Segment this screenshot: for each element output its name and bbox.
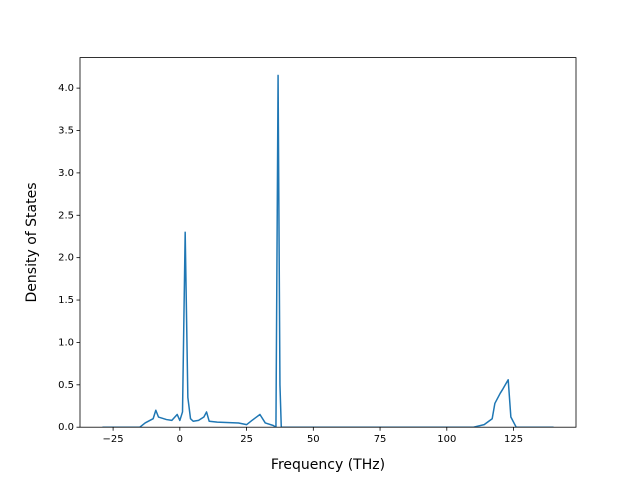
y-tick-label: 2.5 xyxy=(58,210,74,221)
y-tick-label: 3.0 xyxy=(58,168,74,179)
x-tick-label: 25 xyxy=(240,434,253,445)
plot-frame xyxy=(79,57,577,428)
y-tick-label: 1.5 xyxy=(58,295,74,306)
x-tick-label: −25 xyxy=(103,434,124,445)
x-tick-label: 75 xyxy=(374,434,387,445)
x-tick-label: 50 xyxy=(307,434,320,445)
y-tick-label: 1.0 xyxy=(58,337,74,348)
x-tick-label: 100 xyxy=(437,434,456,445)
y-tick-label: 0.0 xyxy=(58,422,74,433)
y-tick-label: 0.5 xyxy=(58,380,74,391)
y-tick-label: 3.5 xyxy=(58,126,74,137)
y-tick-label: 2.0 xyxy=(58,253,74,264)
y-axis-label: Density of States xyxy=(24,183,40,303)
x-tick-label: 125 xyxy=(504,434,523,445)
y-tick-label: 4.0 xyxy=(58,83,74,94)
x-axis-label: Frequency (THz) xyxy=(271,457,385,473)
line-series xyxy=(102,74,554,428)
x-tick-label: 0 xyxy=(177,434,183,445)
